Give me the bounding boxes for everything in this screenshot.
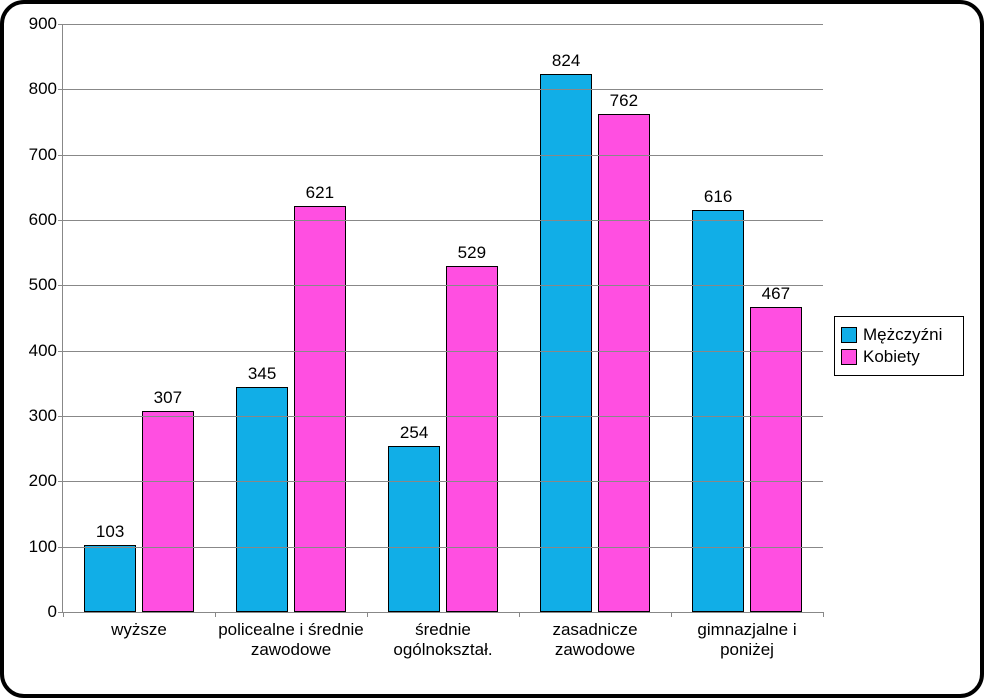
- y-tick-mark: [58, 547, 63, 548]
- legend: MężczyźniKobiety: [834, 316, 964, 376]
- y-tick-label: 200: [29, 471, 57, 491]
- bar-chart: 103307345621254529824762616467 010020030…: [0, 0, 984, 698]
- bar: 467: [750, 307, 802, 612]
- bar: 103: [84, 545, 136, 612]
- y-tick-label: 100: [29, 537, 57, 557]
- y-tick-label: 0: [48, 602, 57, 622]
- bar-value-label: 621: [295, 183, 345, 203]
- y-tick-mark: [58, 24, 63, 25]
- x-tick-mark: [519, 612, 520, 617]
- y-tick-label: 700: [29, 145, 57, 165]
- y-tick-mark: [58, 285, 63, 286]
- gridline: [63, 285, 823, 286]
- x-tick-mark: [671, 612, 672, 617]
- x-tick-mark: [367, 612, 368, 617]
- bars-layer: 103307345621254529824762616467: [63, 24, 823, 612]
- gridline: [63, 351, 823, 352]
- bar-value-label: 529: [447, 243, 497, 263]
- bar: 616: [692, 210, 744, 612]
- y-tick-mark: [58, 481, 63, 482]
- y-tick-mark: [58, 89, 63, 90]
- bar-value-label: 616: [693, 187, 743, 207]
- bar-value-label: 307: [143, 388, 193, 408]
- gridline: [63, 24, 823, 25]
- gridline: [63, 155, 823, 156]
- plot-area: 103307345621254529824762616467 010020030…: [62, 24, 823, 613]
- x-tick-label: gimnazjalne i poniżej: [671, 620, 823, 659]
- x-tick-mark: [63, 612, 64, 617]
- bar: 762: [598, 114, 650, 612]
- y-tick-label: 400: [29, 341, 57, 361]
- gridline: [63, 416, 823, 417]
- legend-label: Mężczyźni: [863, 325, 942, 345]
- bar: 307: [142, 411, 194, 612]
- bar-value-label: 254: [389, 423, 439, 443]
- gridline: [63, 220, 823, 221]
- bar: 621: [294, 206, 346, 612]
- bar: 345: [236, 387, 288, 612]
- y-tick-label: 800: [29, 79, 57, 99]
- y-tick-mark: [58, 155, 63, 156]
- y-tick-label: 600: [29, 210, 57, 230]
- y-tick-label: 900: [29, 14, 57, 34]
- legend-swatch: [841, 327, 857, 343]
- y-tick-label: 300: [29, 406, 57, 426]
- y-tick-label: 500: [29, 275, 57, 295]
- bar-value-label: 345: [237, 364, 287, 384]
- legend-swatch: [841, 349, 857, 365]
- legend-label: Kobiety: [863, 347, 920, 367]
- legend-item: Mężczyźni: [841, 325, 957, 345]
- gridline: [63, 481, 823, 482]
- bar: 529: [446, 266, 498, 612]
- y-tick-mark: [58, 351, 63, 352]
- y-tick-mark: [58, 220, 63, 221]
- x-tick-label: policealne i średnie zawodowe: [215, 620, 367, 659]
- gridline: [63, 547, 823, 548]
- bar-value-label: 103: [85, 522, 135, 542]
- bar-value-label: 467: [751, 284, 801, 304]
- y-tick-mark: [58, 416, 63, 417]
- bar-value-label: 762: [599, 91, 649, 111]
- gridline: [63, 89, 823, 90]
- x-tick-label: zasadnicze zawodowe: [519, 620, 671, 659]
- x-tick-mark: [823, 612, 824, 617]
- x-tick-mark: [215, 612, 216, 617]
- bar: 254: [388, 446, 440, 612]
- x-tick-label: wyższe: [63, 620, 215, 640]
- x-tick-label: średnie ogólnokształ.: [367, 620, 519, 659]
- bar-value-label: 824: [541, 51, 591, 71]
- legend-item: Kobiety: [841, 347, 957, 367]
